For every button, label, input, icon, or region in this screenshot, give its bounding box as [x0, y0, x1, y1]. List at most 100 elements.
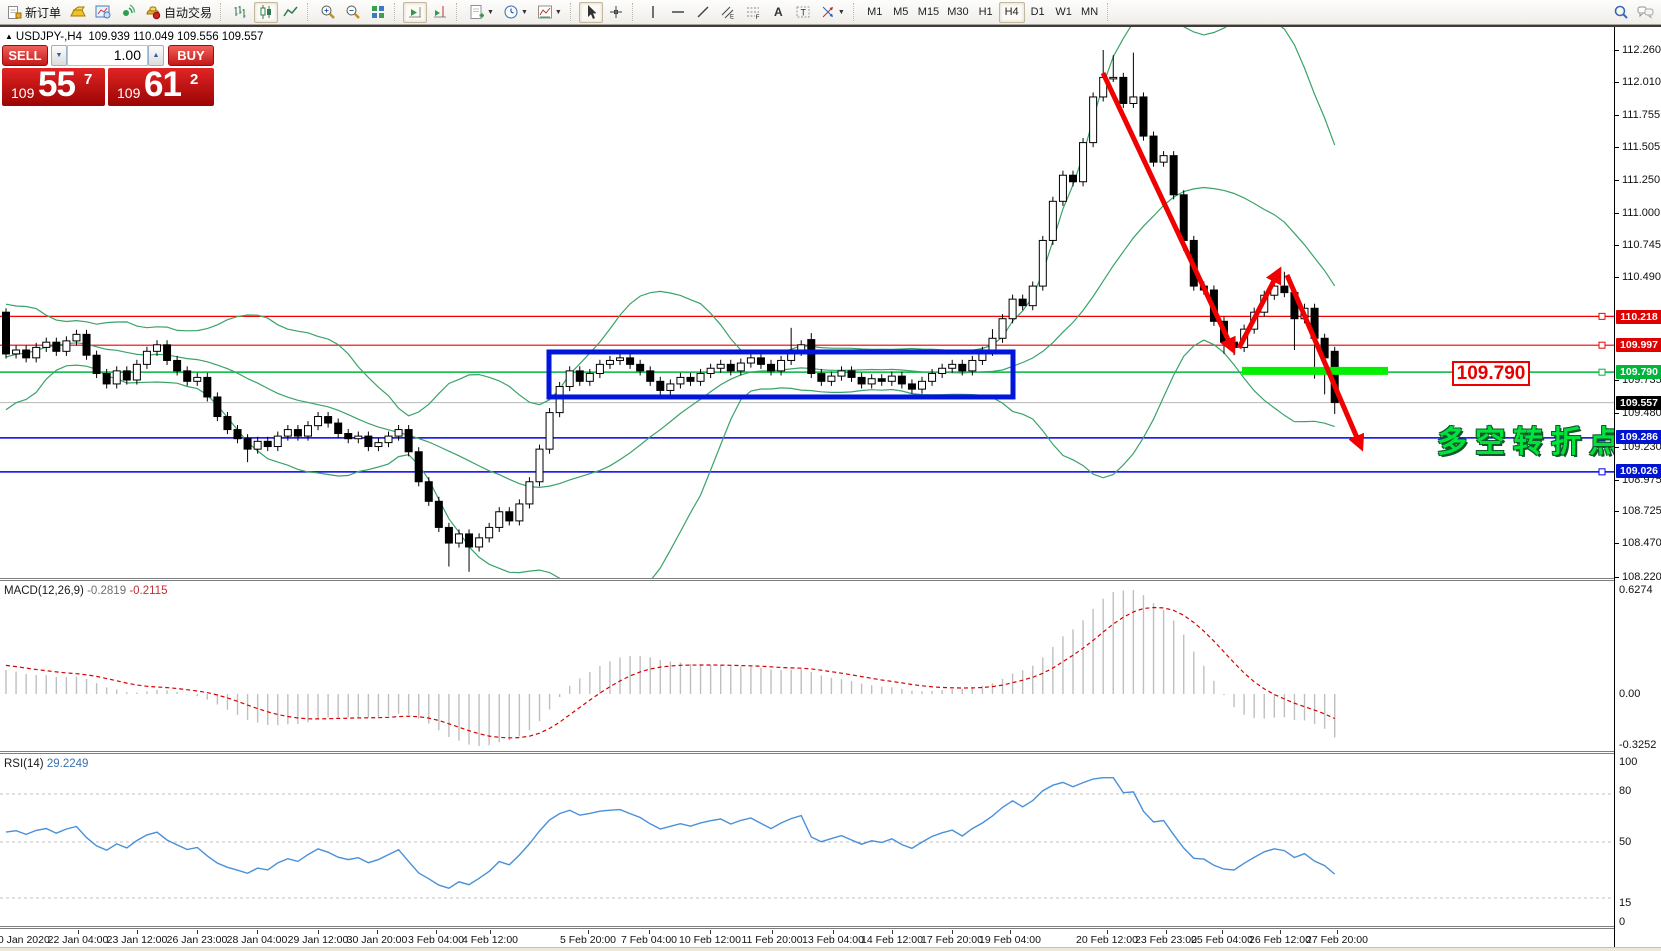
- volume-increase-button[interactable]: ▲: [148, 45, 164, 66]
- new-order-menu-button[interactable]: ▼: [465, 2, 498, 23]
- timeframe-button-h1[interactable]: H1: [973, 2, 999, 23]
- arrows-tool-button[interactable]: ▼: [816, 2, 849, 23]
- vertical-line-tool-button[interactable]: [641, 2, 665, 23]
- line-handle[interactable]: [1598, 468, 1606, 476]
- time-tick: [833, 930, 834, 934]
- buy-price-prefix: 109: [117, 85, 141, 101]
- horizontal-line-tool-button[interactable]: [666, 2, 690, 23]
- time-tick: [1107, 930, 1108, 934]
- time-tick-label: 22 Jan 04:00: [47, 934, 109, 946]
- channel-tool-button[interactable]: E: [716, 2, 740, 23]
- trend-arrow[interactable]: [1100, 71, 1236, 355]
- timeframe-button-mn[interactable]: MN: [1077, 2, 1103, 23]
- time-tick-label: 14 Feb 12:00: [861, 934, 923, 946]
- volume-decrease-button[interactable]: ▼: [51, 45, 67, 66]
- line-handle[interactable]: [1598, 434, 1606, 442]
- volume-input[interactable]: 1.00: [67, 45, 148, 66]
- trendline-tool-button[interactable]: [691, 2, 715, 23]
- text-label-tool-button[interactable]: T: [791, 2, 815, 23]
- candle: [958, 359, 967, 376]
- text-tool-button[interactable]: A: [766, 2, 790, 23]
- turning-point-label[interactable]: 多空转折点: [1437, 426, 1627, 459]
- chat-button[interactable]: [1633, 2, 1658, 23]
- bar-chart-button[interactable]: [229, 2, 253, 23]
- trend-arrow[interactable]: [1284, 274, 1365, 452]
- pane-splitter[interactable]: [0, 751, 1661, 754]
- chart-shift-icon: [434, 6, 447, 18]
- timeframe-button-m30[interactable]: M30: [943, 2, 972, 23]
- price-tick: [1615, 50, 1619, 51]
- price-flag[interactable]: 109.790: [1452, 361, 1530, 386]
- chart-shift-button[interactable]: [428, 2, 452, 23]
- line-chart-icon: [283, 6, 298, 17]
- candle: [616, 353, 625, 366]
- price-chart-canvas[interactable]: [0, 27, 1614, 578]
- history-center-button[interactable]: [66, 2, 90, 23]
- candle: [163, 340, 172, 366]
- equidistant-channel-icon: E: [721, 6, 734, 21]
- pane-splitter[interactable]: [0, 926, 1661, 929]
- search-button[interactable]: [1609, 2, 1633, 23]
- chart-ohlc-values: 109.939 110.049 109.556 109.557: [88, 31, 264, 43]
- signals-button[interactable]: [116, 2, 140, 23]
- toolbar-separator: [1106, 3, 1112, 21]
- crosshair-tool-button[interactable]: [604, 2, 628, 23]
- new-chart-button[interactable]: [91, 2, 115, 23]
- line-chart-button[interactable]: [279, 2, 303, 23]
- timeframe-button-m1[interactable]: M1: [862, 2, 888, 23]
- price-tick: [1615, 413, 1619, 414]
- time-tick-label: 7 Feb 04:00: [620, 934, 678, 946]
- price-tick-label: 111.250: [1622, 174, 1661, 186]
- tile-windows-button[interactable]: [366, 2, 390, 23]
- support-highlight-bar[interactable]: [1242, 366, 1388, 375]
- price-axis[interactable]: 112.260 112.010 111.755 111.505 111.250 111.0…: [1614, 27, 1661, 947]
- macd-pane-canvas[interactable]: [0, 582, 1614, 750]
- candle: [746, 353, 755, 368]
- zoom-out-button[interactable]: [341, 2, 365, 23]
- new-order-button[interactable]: 新订单: [3, 2, 65, 23]
- pane-splitter[interactable]: [0, 578, 1661, 581]
- candle: [183, 366, 192, 386]
- time-tick: [490, 930, 491, 934]
- timeframe-button-d1[interactable]: D1: [1025, 2, 1051, 23]
- candle: [485, 522, 494, 543]
- dropdown-caret-icon: ▼: [554, 8, 562, 16]
- candle: [968, 355, 977, 376]
- candle: [998, 314, 1007, 343]
- buy-button[interactable]: BUY: [168, 45, 214, 66]
- timeframe-button-w1[interactable]: W1: [1051, 2, 1077, 23]
- time-tick-label: 23 Feb 23:00: [1135, 934, 1197, 946]
- period-menu-button[interactable]: ▼: [499, 2, 532, 23]
- rsi-pane-canvas[interactable]: [0, 755, 1614, 925]
- line-handle[interactable]: [1598, 341, 1606, 349]
- trend-arrow[interactable]: [1236, 266, 1282, 350]
- fibonacci-icon: F: [746, 7, 759, 20]
- consolidation-box[interactable]: [546, 349, 1016, 400]
- timeframe-button-m15[interactable]: M15: [914, 2, 943, 23]
- buy-price-display[interactable]: 109 61 2: [108, 68, 214, 106]
- line-handle[interactable]: [1598, 368, 1606, 376]
- candle: [1169, 151, 1178, 200]
- line-handle[interactable]: [1598, 312, 1606, 320]
- candle: [706, 363, 715, 379]
- sell-price-display[interactable]: 109 55 7: [2, 68, 105, 106]
- svg-text:E: E: [730, 15, 734, 21]
- fibonacci-tool-button[interactable]: F: [741, 2, 765, 23]
- price-tick-label: 108.725: [1622, 505, 1661, 517]
- candlestick-chart-button[interactable]: [254, 1, 279, 23]
- candle: [293, 425, 302, 441]
- auto-scroll-button[interactable]: [403, 1, 428, 23]
- cursor-tool-button[interactable]: [578, 1, 603, 23]
- zoom-in-button[interactable]: [316, 2, 340, 23]
- time-tick: [1337, 930, 1338, 934]
- time-tick-label: 30 Jan 20:00: [346, 934, 408, 946]
- sell-button[interactable]: SELL: [2, 45, 48, 66]
- time-tick-label: 26 Jan 23:00: [166, 934, 228, 946]
- autotrading-button[interactable]: 自动交易: [141, 2, 216, 23]
- timeframe-button-m5[interactable]: M5: [888, 2, 914, 23]
- indicators-menu-button[interactable]: ▼: [533, 2, 566, 23]
- timeframe-button-h4[interactable]: H4: [998, 1, 1025, 23]
- candle: [736, 358, 745, 376]
- candle: [1008, 294, 1017, 324]
